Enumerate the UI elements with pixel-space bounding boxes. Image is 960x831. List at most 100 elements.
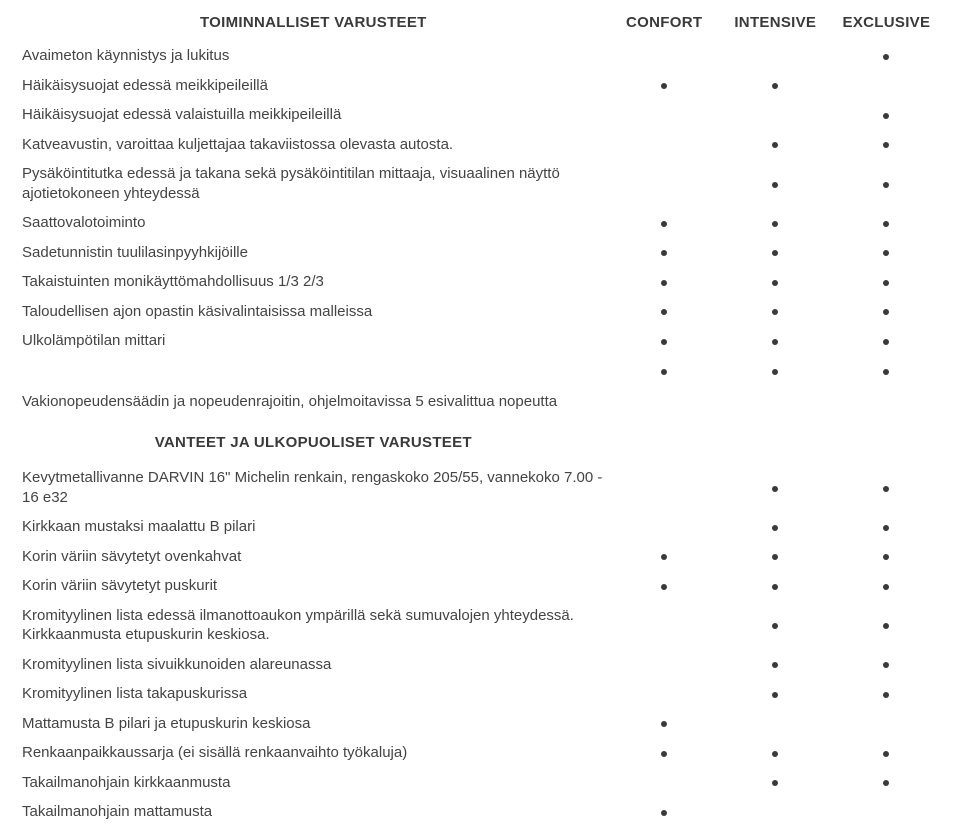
feature-dot bbox=[883, 525, 889, 531]
feature-row: Kromityylinen lista sivuikkunoiden alare… bbox=[18, 650, 942, 680]
feature-dot bbox=[772, 83, 778, 89]
feature-dot bbox=[772, 623, 778, 629]
feature-dot bbox=[883, 221, 889, 227]
feature-mark bbox=[609, 542, 720, 572]
feature-label: Avaimeton käynnistys ja lukitus bbox=[18, 41, 609, 71]
feature-mark bbox=[720, 571, 831, 601]
feature-label: Korin väriin sävytetyt ovenkahvat bbox=[18, 542, 609, 572]
feature-row: Mattamusta B pilari ja etupuskurin keski… bbox=[18, 709, 942, 739]
feature-mark bbox=[831, 356, 942, 387]
equipment-table-page: TOIMINNALLISET VARUSTEETCONFORTINTENSIVE… bbox=[0, 0, 960, 831]
feature-label: Pysäköintitutka edessä ja takana sekä py… bbox=[18, 159, 609, 208]
feature-mark bbox=[609, 512, 720, 542]
feature-mark bbox=[720, 267, 831, 297]
feature-row: Takailmanohjain kirkkaanmusta bbox=[18, 768, 942, 798]
feature-mark bbox=[720, 159, 831, 208]
feature-label: Mattamusta B pilari ja etupuskurin keski… bbox=[18, 709, 609, 739]
feature-dot bbox=[772, 584, 778, 590]
feature-row: Takaistuinten monikäyttömahdollisuus 1/3… bbox=[18, 267, 942, 297]
feature-label: Takailmanohjain kirkkaanmusta bbox=[18, 768, 609, 798]
feature-row: Häikäisysuojat edessä meikkipeileillä bbox=[18, 71, 942, 101]
feature-mark bbox=[720, 650, 831, 680]
feature-dot bbox=[661, 280, 667, 286]
feature-dot bbox=[883, 692, 889, 698]
feature-dot bbox=[883, 250, 889, 256]
feature-mark bbox=[609, 326, 720, 356]
feature-dot bbox=[883, 584, 889, 590]
feature-mark bbox=[831, 297, 942, 327]
feature-row: Katveavustin, varoittaa kuljettajaa taka… bbox=[18, 130, 942, 160]
feature-mark bbox=[831, 267, 942, 297]
feature-mark bbox=[720, 326, 831, 356]
feature-dot bbox=[772, 692, 778, 698]
feature-dot bbox=[883, 182, 889, 188]
feature-row: Takailmanohjain mattamusta bbox=[18, 797, 942, 827]
feature-mark bbox=[831, 41, 942, 71]
feature-dot bbox=[772, 780, 778, 786]
feature-dot bbox=[883, 369, 889, 375]
feature-mark bbox=[831, 738, 942, 768]
feature-mark bbox=[609, 71, 720, 101]
feature-dot bbox=[883, 113, 889, 119]
feature-label: Kromityylinen lista edessä ilmanottoauko… bbox=[18, 601, 609, 650]
feature-label: Häikäisysuojat edessä meikkipeileillä bbox=[18, 71, 609, 101]
feature-mark bbox=[609, 267, 720, 297]
feature-mark bbox=[720, 601, 831, 650]
feature-dot bbox=[772, 486, 778, 492]
feature-dot bbox=[883, 280, 889, 286]
feature-row bbox=[18, 356, 942, 387]
feature-mark bbox=[831, 650, 942, 680]
feature-dot bbox=[883, 486, 889, 492]
feature-mark bbox=[609, 797, 720, 827]
feature-label: Kromityylinen lista sivuikkunoiden alare… bbox=[18, 650, 609, 680]
feature-mark bbox=[609, 463, 720, 512]
feature-mark bbox=[609, 41, 720, 71]
feature-dot bbox=[883, 623, 889, 629]
feature-mark bbox=[720, 463, 831, 512]
section-title: VANTEET JA ULKOPUOLISET VARUSTEET bbox=[18, 416, 609, 463]
feature-label: Häikäisysuojat edessä valaistuilla meikk… bbox=[18, 100, 609, 130]
feature-dot bbox=[772, 662, 778, 668]
feature-mark bbox=[831, 387, 942, 417]
feature-dot bbox=[661, 369, 667, 375]
feature-row: Kirkkaan mustaksi maalattu B pilari bbox=[18, 512, 942, 542]
feature-dot bbox=[883, 339, 889, 345]
feature-row: Korin väriin sävytetyt puskurit bbox=[18, 571, 942, 601]
feature-mark bbox=[831, 326, 942, 356]
feature-dot bbox=[661, 221, 667, 227]
feature-label: Katveavustin, varoittaa kuljettajaa taka… bbox=[18, 130, 609, 160]
feature-dot bbox=[661, 751, 667, 757]
feature-row: Saattovalotoiminto bbox=[18, 208, 942, 238]
feature-mark bbox=[720, 679, 831, 709]
feature-row: Kevytmetallivanne DARVIN 16" Michelin re… bbox=[18, 463, 942, 512]
feature-mark bbox=[609, 238, 720, 268]
feature-mark bbox=[720, 100, 831, 130]
feature-dot bbox=[661, 309, 667, 315]
feature-dot bbox=[883, 780, 889, 786]
feature-mark bbox=[831, 130, 942, 160]
feature-mark bbox=[720, 512, 831, 542]
feature-mark bbox=[609, 387, 720, 417]
feature-mark bbox=[831, 601, 942, 650]
equipment-table: TOIMINNALLISET VARUSTEETCONFORTINTENSIVE… bbox=[18, 8, 942, 827]
feature-mark bbox=[720, 387, 831, 417]
feature-label: Taloudellisen ajon opastin käsivalintais… bbox=[18, 297, 609, 327]
feature-mark bbox=[831, 159, 942, 208]
feature-row: Avaimeton käynnistys ja lukitus bbox=[18, 41, 942, 71]
feature-dot bbox=[661, 584, 667, 590]
feature-dot bbox=[883, 54, 889, 60]
feature-mark bbox=[609, 159, 720, 208]
feature-mark bbox=[720, 768, 831, 798]
feature-label: Saattovalotoiminto bbox=[18, 208, 609, 238]
feature-dot bbox=[883, 662, 889, 668]
feature-mark bbox=[831, 709, 942, 739]
feature-dot bbox=[772, 142, 778, 148]
feature-mark bbox=[831, 679, 942, 709]
feature-mark bbox=[720, 709, 831, 739]
feature-mark bbox=[609, 768, 720, 798]
feature-dot bbox=[661, 83, 667, 89]
feature-dot bbox=[772, 751, 778, 757]
feature-label: Ulkolämpötilan mittari bbox=[18, 326, 609, 356]
feature-dot bbox=[661, 721, 667, 727]
section-title: TOIMINNALLISET VARUSTEET bbox=[18, 8, 609, 41]
